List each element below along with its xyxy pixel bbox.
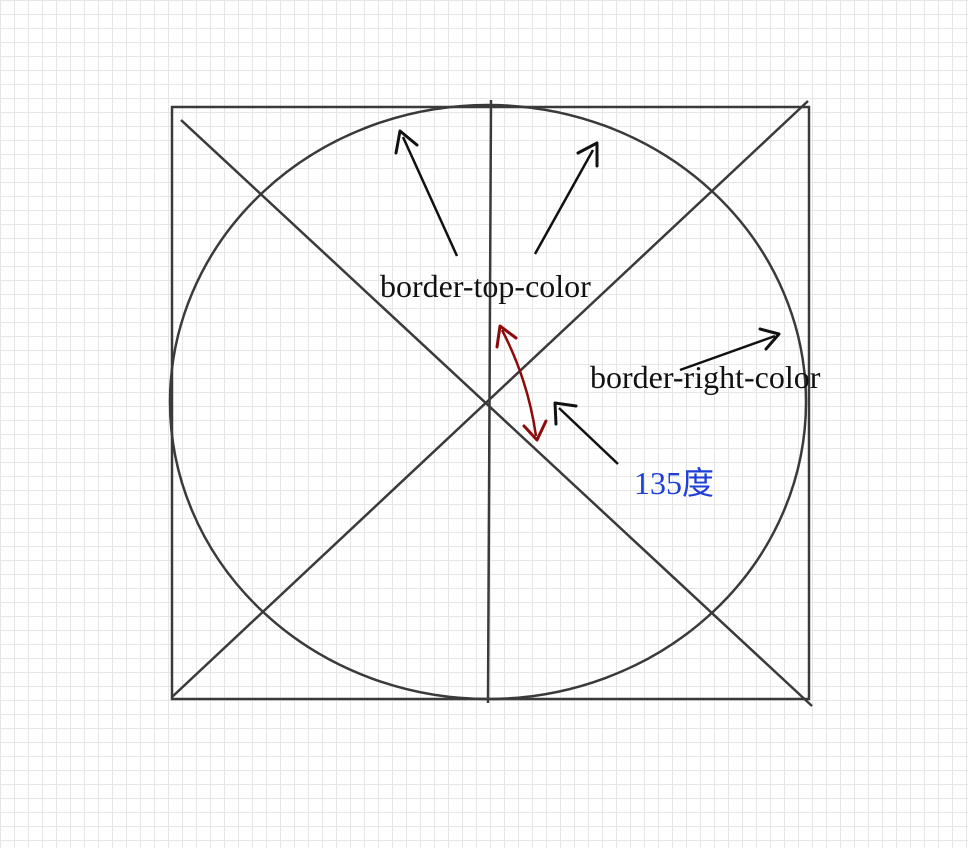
diagonal-line-tl-br: [180, 119, 813, 707]
arrow-top-right: [533, 141, 599, 255]
border-right-color-label: border-right-color: [590, 359, 821, 395]
arrow-right: [679, 327, 781, 372]
border-top-color-label: border-top-color: [380, 268, 591, 304]
arrow-angle-pointer: [553, 401, 619, 465]
angle-label: 135度: [634, 465, 715, 501]
angle-arc-arrow: [495, 324, 548, 442]
vertical-center-line: [486, 99, 493, 704]
arrow-top-left: [394, 129, 459, 257]
